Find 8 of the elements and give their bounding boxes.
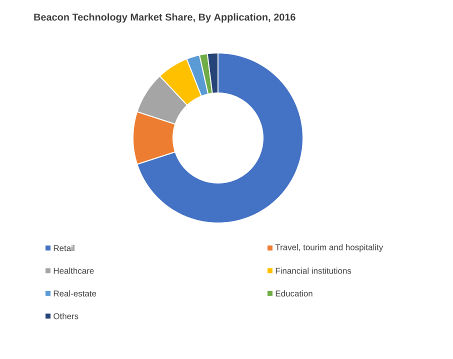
legend-label: Travel, tourim and hospitality [275,244,384,252]
legend-label: Real-estate [54,290,96,297]
legend-label: Retail [54,244,74,252]
chart-title: Beacon Technology Market Share, By Application, 2016 [34,13,296,23]
legend-label: Healthcare [54,268,94,274]
legend-label: Financial institutions [276,268,352,274]
legend-label: Education [276,290,312,297]
legend-label: Others [54,312,78,320]
